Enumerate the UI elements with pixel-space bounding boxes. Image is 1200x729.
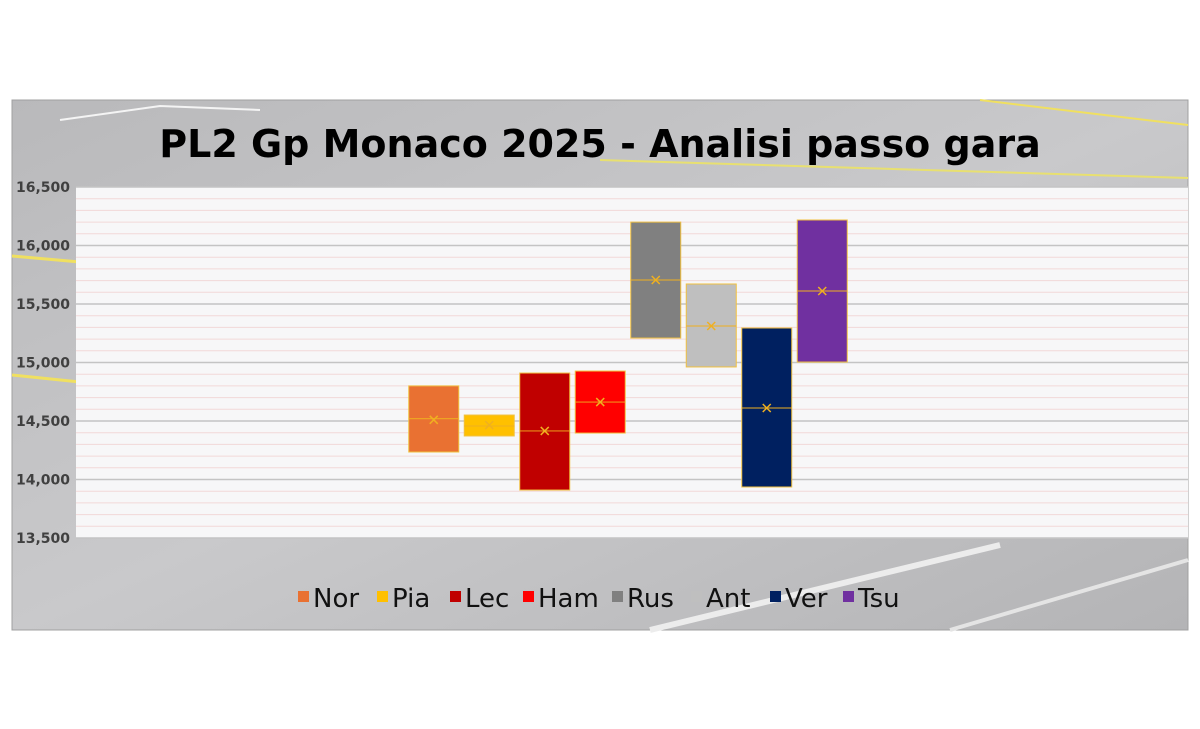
legend-label: Nor (313, 584, 359, 614)
legend-swatch (843, 591, 854, 602)
y-tick-label: 16,000 (16, 239, 70, 255)
y-tick-label: 13,500 (16, 531, 70, 547)
box-ant (685, 283, 737, 368)
mean-marker (429, 415, 439, 425)
legend-swatch (691, 591, 702, 602)
boxes (408, 219, 848, 491)
box-ver (741, 327, 793, 488)
mean-marker (595, 397, 605, 407)
box-pia (463, 414, 515, 437)
y-tick-label: 15,000 (16, 356, 70, 372)
box-nor (408, 385, 460, 453)
legend: Nor Pia Lec Ham Rus Ant Ver Tsu (298, 584, 900, 614)
legend-label: Pia (392, 584, 430, 614)
mean-marker (651, 275, 661, 285)
chart-title: PL2 Gp Monaco 2025 - Analisi passo gara (159, 122, 1041, 166)
box-ham (574, 370, 626, 434)
mean-marker (484, 420, 494, 430)
legend-label: Tsu (857, 584, 900, 614)
y-tick-label: 16,500 (16, 180, 70, 196)
legend-swatch (770, 591, 781, 602)
y-axis: 13,500 14,000 14,500 15,000 15,500 16,000 16,5… (16, 180, 70, 547)
y-tick-label: 14,500 (16, 414, 70, 430)
legend-swatch (377, 591, 388, 602)
box-lec (519, 372, 571, 491)
mean-marker (762, 403, 772, 413)
box-rus (630, 221, 682, 339)
mean-marker (706, 321, 716, 331)
legend-label: Ham (538, 584, 599, 614)
legend-swatch (612, 591, 623, 602)
mean-marker (540, 426, 550, 436)
legend-label: Rus (627, 584, 674, 614)
legend-swatch (523, 591, 534, 602)
legend-label: Lec (465, 584, 509, 614)
background-track-lines (11, 99, 1189, 633)
legend-swatch (298, 591, 309, 602)
mean-marker (817, 286, 827, 296)
legend-swatch (450, 591, 461, 602)
legend-label: Ant (706, 584, 750, 614)
y-tick-label: 14,000 (16, 473, 70, 489)
box-tsu (796, 219, 848, 363)
legend-label: Ver (785, 584, 828, 614)
y-tick-label: 15,500 (16, 297, 70, 313)
